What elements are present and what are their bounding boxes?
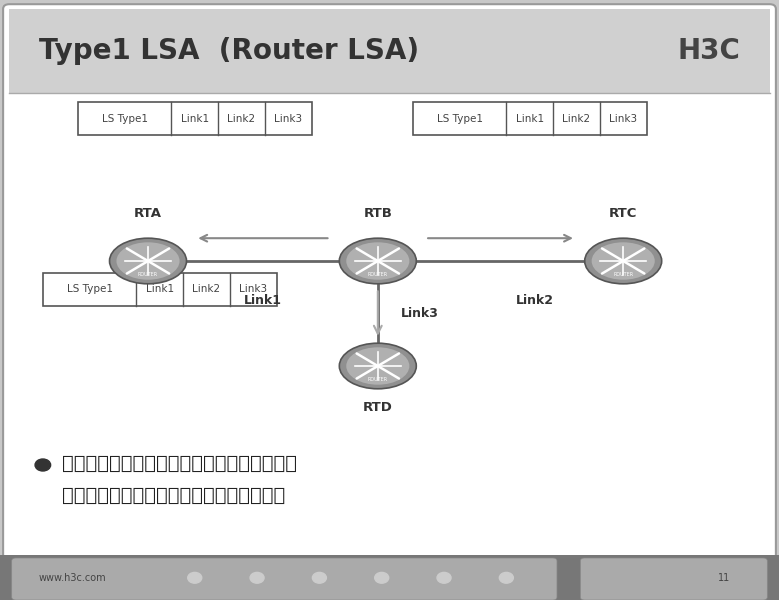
Text: Link3: Link3 — [239, 284, 267, 295]
Text: Link3: Link3 — [274, 113, 302, 124]
Circle shape — [250, 572, 264, 583]
Text: Link2: Link2 — [227, 113, 256, 124]
Text: H3C: H3C — [677, 37, 740, 65]
Ellipse shape — [110, 238, 186, 284]
FancyBboxPatch shape — [12, 558, 557, 600]
Text: Link1: Link1 — [244, 294, 282, 307]
Text: Link3: Link3 — [401, 307, 439, 320]
Text: Type1 LSA  (Router LSA): Type1 LSA (Router LSA) — [39, 37, 419, 65]
Text: ROUTER: ROUTER — [368, 377, 388, 382]
FancyBboxPatch shape — [3, 4, 776, 560]
Ellipse shape — [340, 238, 416, 284]
Text: Link2: Link2 — [516, 294, 554, 307]
Text: ROUTER: ROUTER — [613, 272, 633, 277]
Text: LS Type1: LS Type1 — [436, 113, 483, 124]
Ellipse shape — [346, 242, 410, 280]
Text: Link2: Link2 — [562, 113, 590, 124]
Text: RTB: RTB — [363, 207, 393, 220]
Ellipse shape — [346, 347, 410, 385]
FancyBboxPatch shape — [413, 102, 647, 135]
Circle shape — [35, 459, 51, 471]
Text: RTC: RTC — [609, 207, 637, 220]
Ellipse shape — [591, 242, 655, 280]
Text: LS Type1: LS Type1 — [101, 113, 148, 124]
Text: Link1: Link1 — [146, 284, 174, 295]
Text: Link2: Link2 — [192, 284, 220, 295]
Text: ROUTER: ROUTER — [368, 272, 388, 277]
Circle shape — [499, 572, 513, 583]
Text: LS Type1: LS Type1 — [66, 284, 113, 295]
Text: Link1: Link1 — [516, 113, 544, 124]
Text: www.h3c.com: www.h3c.com — [39, 573, 107, 583]
Circle shape — [188, 572, 202, 583]
Text: Link3: Link3 — [609, 113, 637, 124]
Ellipse shape — [340, 343, 416, 389]
Text: RTD: RTD — [363, 401, 393, 414]
Text: RTA: RTA — [134, 207, 162, 220]
Text: 括链路类型，开销等），仅在区域内传播。: 括链路类型，开销等），仅在区域内传播。 — [62, 485, 286, 505]
FancyBboxPatch shape — [78, 102, 312, 135]
FancyBboxPatch shape — [580, 558, 767, 600]
FancyBboxPatch shape — [0, 555, 779, 600]
Circle shape — [312, 572, 326, 583]
Text: 描述区域内部与路由器直连的链路的信息（包: 描述区域内部与路由器直连的链路的信息（包 — [62, 454, 298, 473]
FancyBboxPatch shape — [9, 9, 770, 93]
Text: 11: 11 — [718, 573, 731, 583]
Text: ROUTER: ROUTER — [138, 272, 158, 277]
FancyBboxPatch shape — [43, 273, 277, 306]
Circle shape — [375, 572, 389, 583]
Ellipse shape — [116, 242, 180, 280]
Circle shape — [437, 572, 451, 583]
Ellipse shape — [585, 238, 661, 284]
Text: Link1: Link1 — [181, 113, 209, 124]
